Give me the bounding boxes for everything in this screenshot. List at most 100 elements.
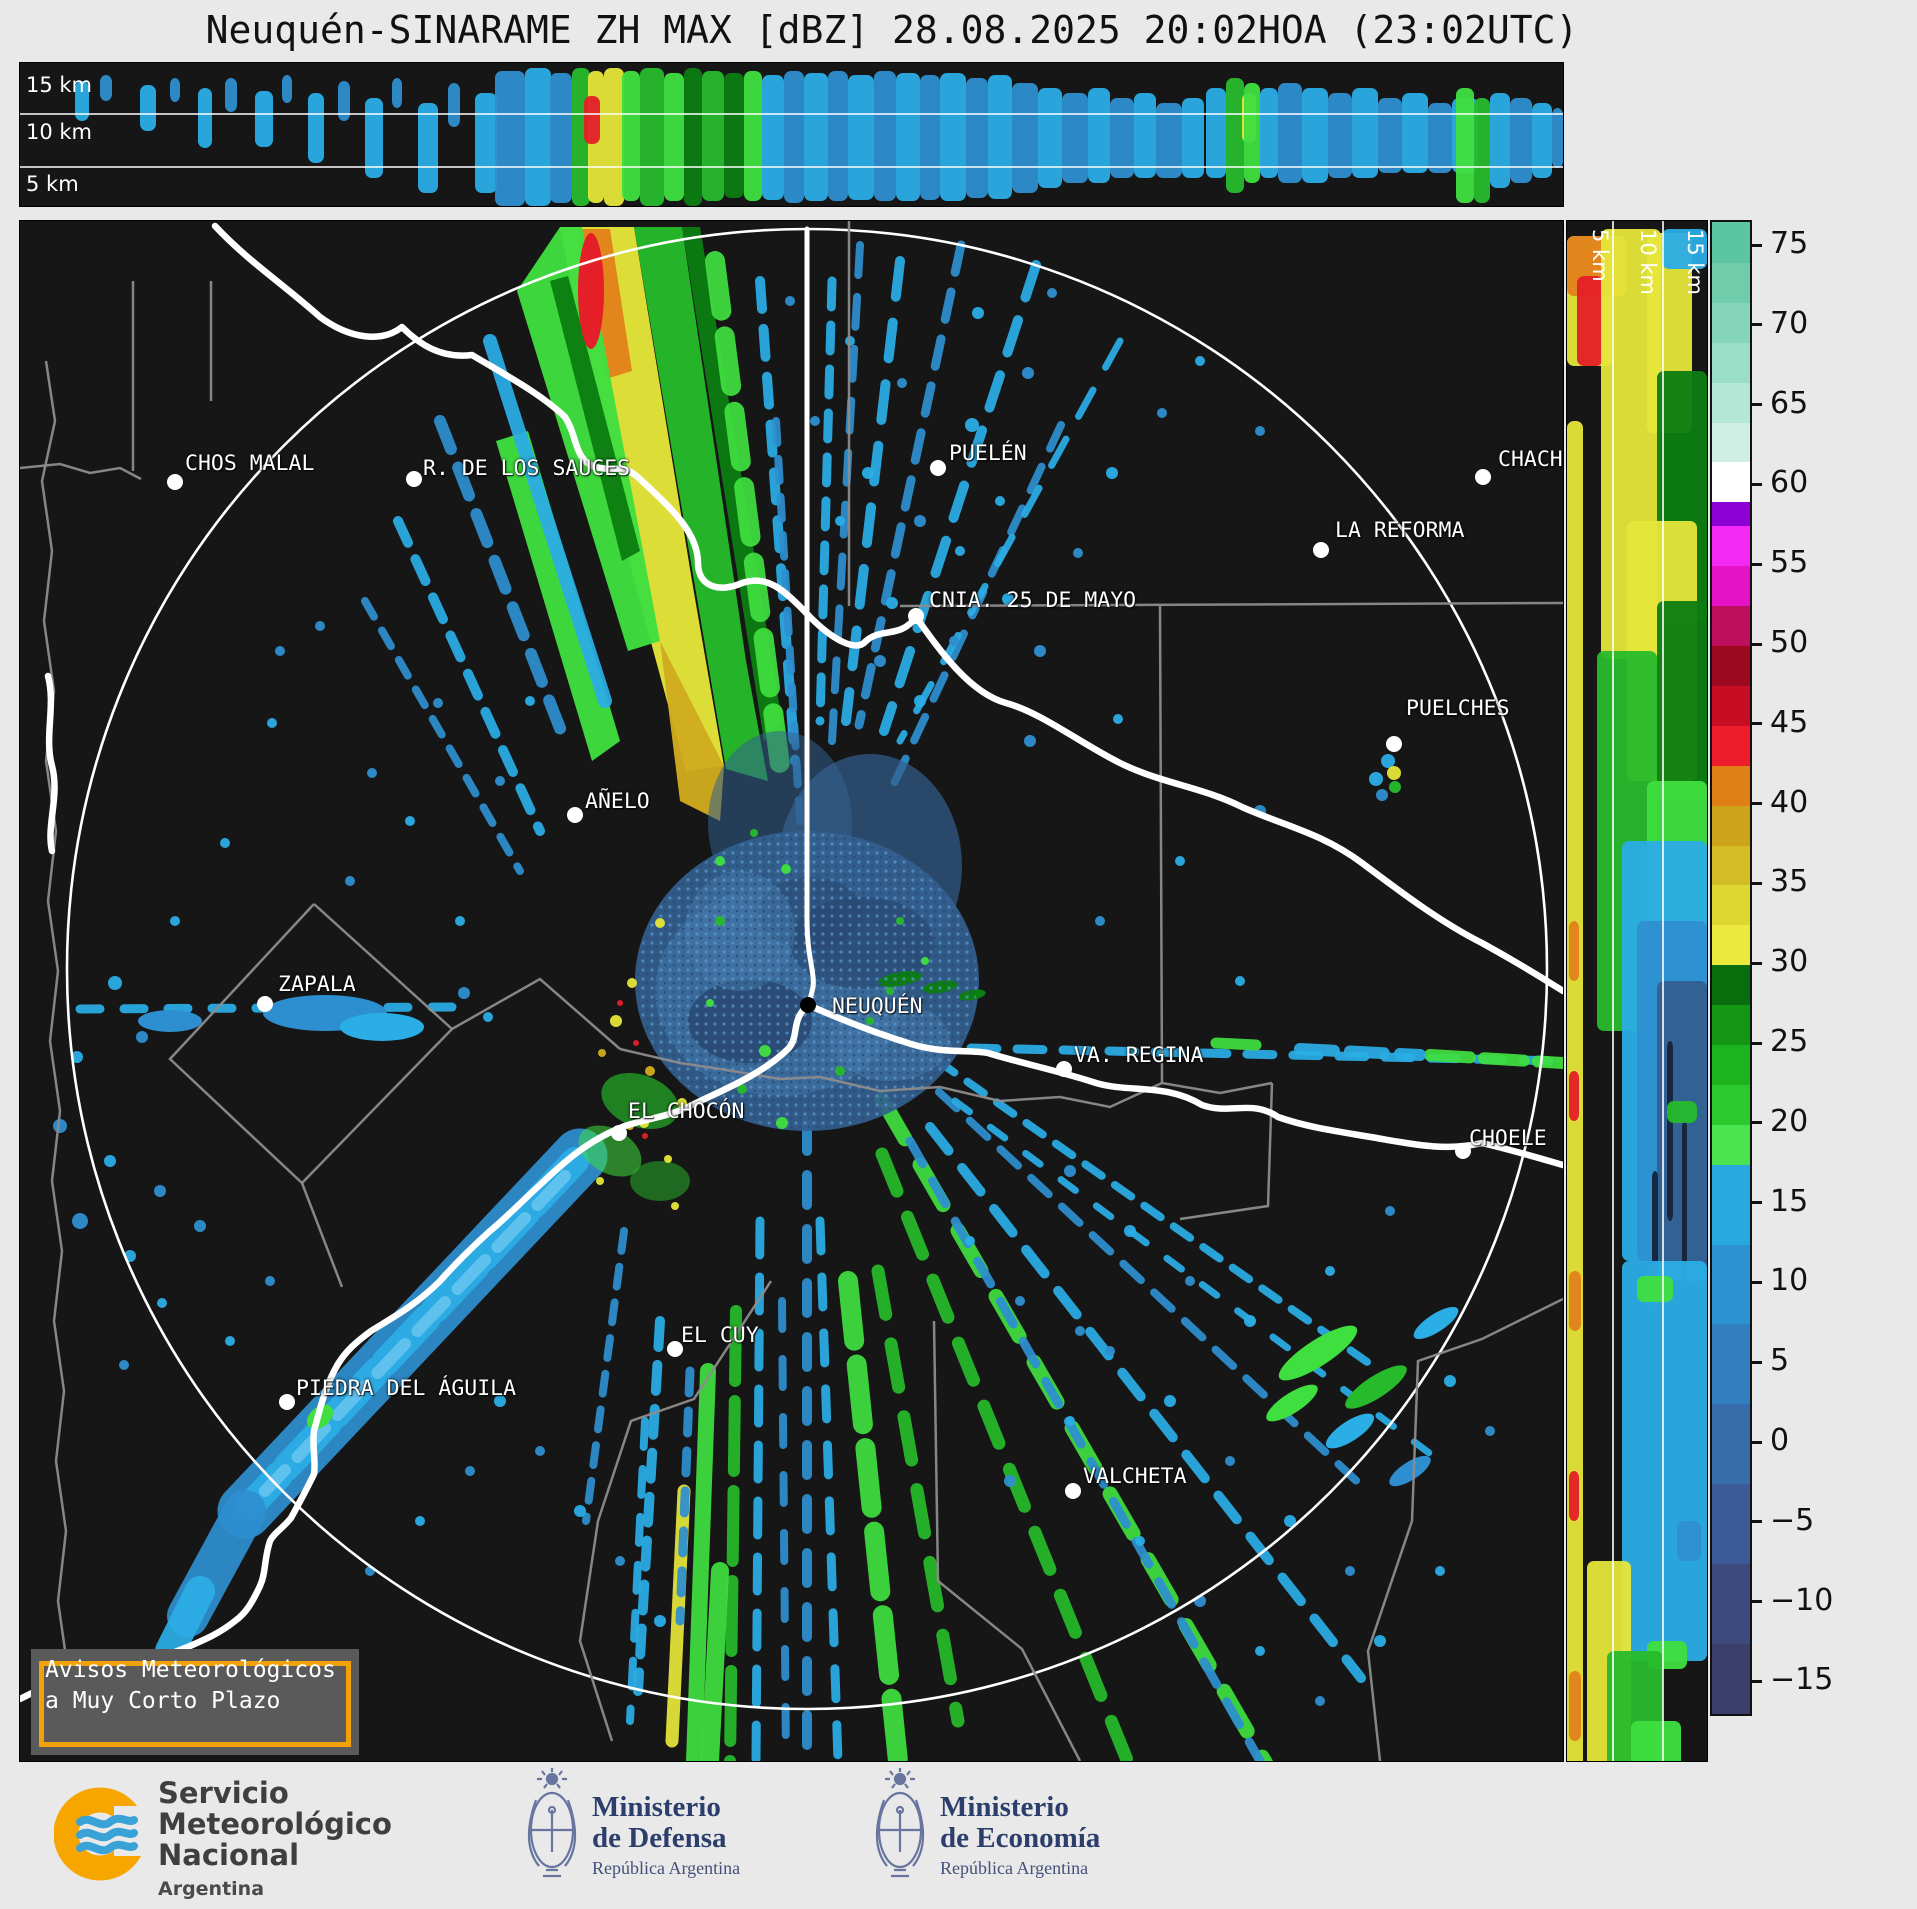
echo-dot [154,1185,166,1197]
radar-map: CHOS MALAL R. DE LOS SAUCES PUELÉN CHACH LA … [19,220,1564,1762]
defensa-coat-of-arms-icon [527,1768,577,1878]
city-label-zapala: ZAPALA [278,972,356,997]
city-dot-el-cuy [667,1341,683,1357]
echo-cell [525,68,551,206]
colorbar-tick-label: 30 [1770,944,1809,980]
echo-cell [1577,276,1603,366]
colorbar-segment [1712,1045,1750,1086]
echo-cell [920,75,940,200]
city-label-va-regina: VA. REGINA [1074,1043,1204,1068]
echo-spoke [724,1305,742,1761]
echo-spoke [361,597,524,875]
colorbar-tick-label: 0 [1770,1423,1790,1458]
echo-spoke [815,276,837,726]
echo-spoke [633,1316,665,1696]
echo-cell [988,75,1012,199]
echo-dot [136,1031,148,1043]
colorbar-tick-mark [1750,1600,1762,1604]
echo-cell [140,85,156,131]
echo-dot [433,698,443,708]
smn-logo-text: Servicio Meteorológico Nacional Argentin… [158,1776,392,1901]
echo-cell [744,71,762,201]
echo-spoke [871,1264,965,1728]
echo-cell [1490,93,1510,188]
echo-blob [340,1013,424,1041]
echo-spoke [675,1366,695,1626]
echo-cell [1677,1521,1701,1561]
echo-dot [914,515,926,527]
height-axis-label: 5 km [26,172,79,196]
echo-cell [1352,88,1378,178]
echo-dot [671,1202,679,1210]
colorbar-segment [1712,1084,1750,1126]
city-label-a-elo: AÑELO [585,789,650,814]
echo-dot [642,1133,648,1139]
echo-dot [785,296,795,306]
echo-dot [627,978,637,988]
echo-dot [267,718,277,728]
echo-dot [972,307,984,319]
echo-spoke [875,1147,1135,1761]
colorbar-segment [1712,566,1750,608]
echo-cell [784,71,804,203]
storm-echo-polygon [550,276,640,561]
colorbar-tick-mark [1750,1679,1762,1683]
colorbar-tick-mark [1750,482,1762,486]
echo-cell [1244,83,1260,183]
echo-dot [525,696,535,706]
colorbar-tick-label: 15 [1770,1183,1809,1219]
echo-dot [104,1155,116,1167]
echo-dot [835,516,845,526]
colorbar-segment [1712,1124,1750,1166]
colorbar-tick-label: 10 [1770,1263,1809,1299]
echo-dot [1004,1475,1016,1487]
echo-spoke [934,1057,1384,1375]
echo-spoke [751,1216,765,1761]
echo-dot [617,1000,623,1006]
echo-cell [1402,93,1428,173]
echo-dot [1325,1266,1335,1276]
echo-cell [684,68,702,206]
smn-logo-icon [54,1787,150,1881]
economia-coat-of-arms-icon [875,1768,925,1878]
echo-dot [345,876,355,886]
echo-spoke [772,417,804,825]
echo-dot [866,1017,874,1025]
echo-dot [53,1119,67,1133]
echo-dot [965,1236,975,1246]
echo-dot [645,1066,655,1076]
colorbar-segment [1712,382,1750,424]
colorbar-tick-label: 40 [1770,784,1809,820]
colorbar-tick-label: 5 [1770,1343,1790,1379]
echo-dot [1244,1315,1256,1327]
city-dot-zapala [257,996,273,1012]
echo-dot [1106,467,1118,479]
echo-cell [874,71,896,201]
echo-spoke [815,1216,843,1761]
echo-cell [1062,93,1088,183]
echo-dot [921,957,929,965]
city-label-choele: CHOELE [1469,1126,1547,1151]
echo-cell [896,73,920,201]
echo-cell [940,73,966,201]
echo-dot [1002,593,1014,605]
echo-dot [655,918,665,928]
echo-spoke [626,1417,649,1725]
echo-dot [1175,856,1185,866]
colorbar-tick-label: −15 [1770,1662,1834,1698]
echo-dot [886,597,898,609]
colorbar-tick-label: 65 [1770,385,1809,421]
echo-dot [1315,1696,1325,1706]
echo-dot [225,1336,235,1346]
colorbar-tick-label: 50 [1770,625,1809,660]
echo-dot [1047,288,1057,298]
echo-blob [630,1161,690,1201]
echo-dot [1022,367,1034,379]
echo-spoke [925,1122,1366,1683]
echo-dot [1064,1165,1076,1177]
top-cross-section-plot: 15 km 10 km 5 km [20,68,1563,206]
echo-cell [1569,1671,1581,1741]
echo-dot [535,1446,545,1456]
echo-dot [1073,548,1083,558]
colorbar-segment [1712,1563,1750,1645]
